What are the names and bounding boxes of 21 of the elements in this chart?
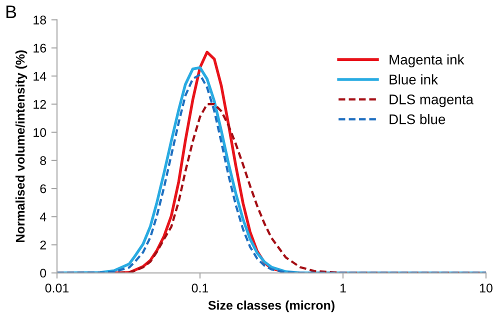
y-tick-label: 8 xyxy=(40,156,46,166)
y-tick-label: 12 xyxy=(34,100,46,109)
legend-label: Blue ink xyxy=(390,74,438,84)
y-tick-label: 0 xyxy=(40,268,46,278)
legend-label: Magenta ink xyxy=(390,54,464,68)
legend-label: DLS blue xyxy=(390,114,446,124)
x-tick-label: 0.1 xyxy=(192,284,208,293)
y-tick-label: 6 xyxy=(40,184,46,194)
y-tick-label: 16 xyxy=(34,44,46,53)
x-tick-label: 1 xyxy=(340,284,346,292)
y-tick-label: 18 xyxy=(34,16,46,24)
x-tick-label: 0.01 xyxy=(45,284,69,293)
y-tick-label: 10 xyxy=(34,128,46,137)
chart-title: B xyxy=(6,6,16,18)
y-tick-label: 2 xyxy=(40,240,46,250)
y-tick-label: 4 xyxy=(40,212,46,222)
x-tick-label: 10 xyxy=(480,284,492,293)
y-tick-label: 14 xyxy=(34,72,46,81)
legend-label: DLS magenta xyxy=(390,94,474,108)
y-axis-title: Normalised volume/intensity (%) xyxy=(15,50,28,242)
x-axis-title: Size classes (micron) xyxy=(208,300,334,312)
